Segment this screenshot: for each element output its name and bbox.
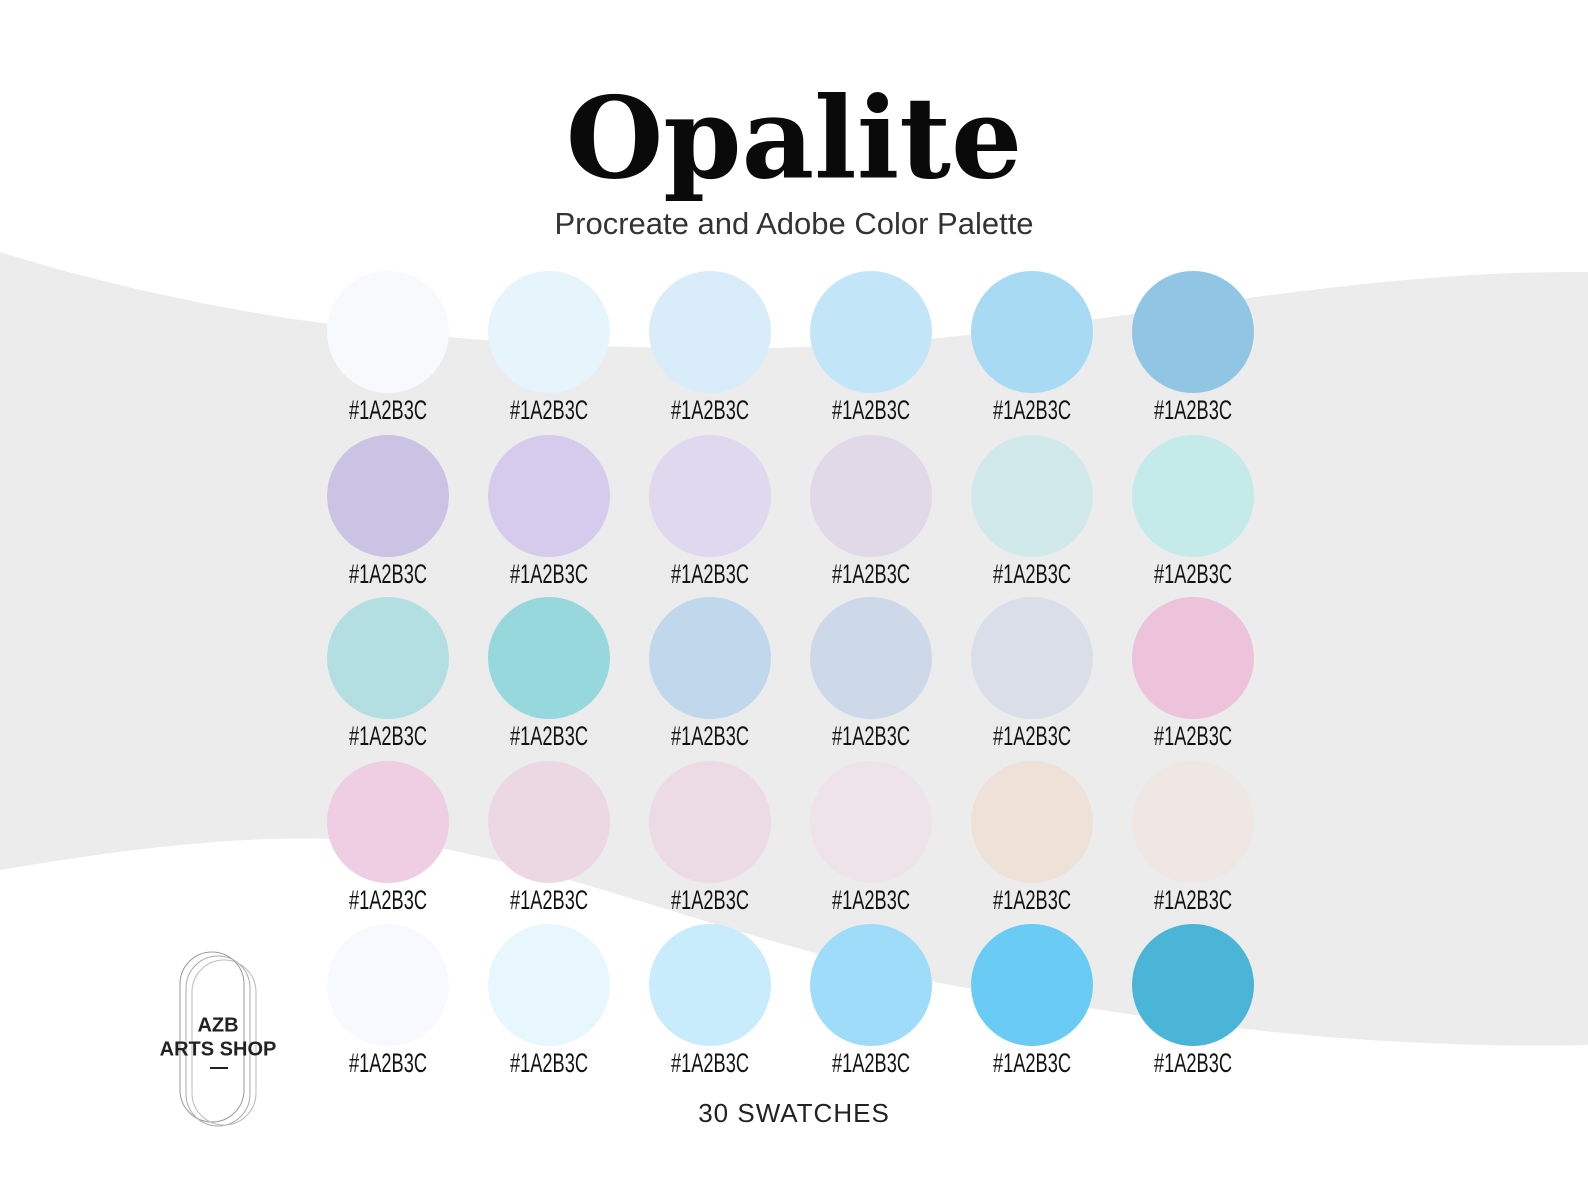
swatch <box>327 761 449 883</box>
swatch-grid: #1A2B3C #1A2B3C #1A2B3C #1A2B3C #1A2B3C #1A2B… <box>327 271 1254 1078</box>
logo-text: ARTS SHOP <box>160 1038 277 1060</box>
swatch <box>810 271 932 393</box>
swatch-label: #1A2B3C <box>510 1048 588 1078</box>
swatch <box>810 435 932 557</box>
swatch-label: #1A2B3C <box>993 395 1071 425</box>
swatch <box>649 271 771 393</box>
swatch-label: #1A2B3C <box>510 395 588 425</box>
swatch <box>649 435 771 557</box>
swatch <box>810 597 932 719</box>
swatch-label: #1A2B3C <box>671 395 749 425</box>
swatch-label: #1A2B3C <box>349 885 427 915</box>
logo-ring <box>179 951 245 1123</box>
swatch-label: #1A2B3C <box>671 885 749 915</box>
swatch <box>1132 271 1254 393</box>
swatch-label: #1A2B3C <box>993 1048 1071 1078</box>
swatch <box>649 761 771 883</box>
logo-ring <box>191 959 257 1126</box>
swatch-label: #1A2B3C <box>510 721 588 751</box>
swatch-label: #1A2B3C <box>510 559 588 589</box>
swatch <box>971 761 1093 883</box>
swatch <box>327 597 449 719</box>
swatch-label: #1A2B3C <box>993 885 1071 915</box>
swatch-label: #1A2B3C <box>832 1048 910 1078</box>
swatch <box>971 271 1093 393</box>
swatch <box>1132 597 1254 719</box>
swatch-label: #1A2B3C <box>1154 885 1232 915</box>
swatch <box>971 597 1093 719</box>
swatch <box>488 761 610 883</box>
swatch <box>327 271 449 393</box>
logo-ring <box>185 955 251 1127</box>
swatch-label: #1A2B3C <box>510 885 588 915</box>
swatch <box>327 924 449 1046</box>
swatch <box>327 435 449 557</box>
swatch-label: #1A2B3C <box>1154 1048 1232 1078</box>
swatch <box>488 597 610 719</box>
swatch <box>1132 924 1254 1046</box>
swatch <box>810 761 932 883</box>
swatch-label: #1A2B3C <box>832 559 910 589</box>
subtitle: Procreate and Adobe Color Palette <box>554 206 1033 241</box>
swatch <box>649 924 771 1046</box>
swatch <box>971 435 1093 557</box>
logo-text: AZB <box>197 1014 238 1036</box>
swatch-label: #1A2B3C <box>832 721 910 751</box>
swatch-label: #1A2B3C <box>832 395 910 425</box>
swatch-label: #1A2B3C <box>993 559 1071 589</box>
swatch-label: #1A2B3C <box>671 1048 749 1078</box>
swatch-label: #1A2B3C <box>349 559 427 589</box>
swatch-label: #1A2B3C <box>671 721 749 751</box>
swatch-label: #1A2B3C <box>832 885 910 915</box>
swatch <box>1132 761 1254 883</box>
swatch <box>488 435 610 557</box>
swatch-label: #1A2B3C <box>1154 395 1232 425</box>
swatch-label: #1A2B3C <box>1154 559 1232 589</box>
title: Opalite <box>566 73 1023 204</box>
swatch-label: #1A2B3C <box>349 721 427 751</box>
logo: AZB ARTS SHOP <box>160 951 277 1127</box>
swatch-label: #1A2B3C <box>349 395 427 425</box>
swatch-label: #1A2B3C <box>349 1048 427 1078</box>
swatch <box>649 597 771 719</box>
swatch <box>488 271 610 393</box>
swatch <box>971 924 1093 1046</box>
swatch <box>488 924 610 1046</box>
swatch <box>1132 435 1254 557</box>
swatch-label: #1A2B3C <box>671 559 749 589</box>
swatch-label: #1A2B3C <box>1154 721 1232 751</box>
swatch <box>810 924 932 1046</box>
swatch-label: #1A2B3C <box>993 721 1071 751</box>
footer: 30 SWATCHES <box>698 1098 890 1128</box>
